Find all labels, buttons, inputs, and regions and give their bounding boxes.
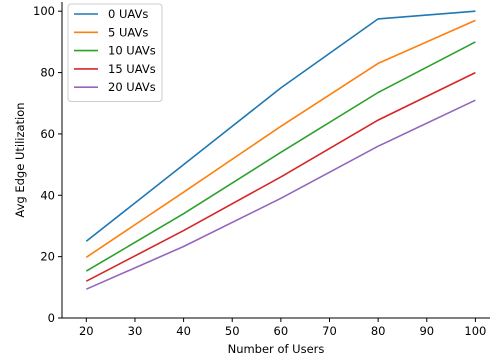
x-tick-label: 50 — [225, 324, 240, 338]
x-tick-label: 60 — [274, 324, 289, 338]
y-tick-label: 80 — [40, 66, 55, 80]
y-tick-label: 60 — [40, 127, 55, 141]
x-tick-label: 90 — [419, 324, 434, 338]
series-line-0-uavs — [85, 10, 476, 242]
legend-label: 10 UAVs — [108, 44, 156, 58]
y-axis-title: Avg Edge Utilization — [13, 102, 27, 217]
x-tick-label: 40 — [176, 324, 191, 338]
x-tick-label: 80 — [371, 324, 386, 338]
x-axis-title: Number of Users — [228, 342, 325, 356]
legend-frame — [67, 3, 163, 102]
y-tick-label: 20 — [40, 250, 55, 264]
series-line-10-uavs — [85, 41, 476, 272]
series-line-20-uavs — [85, 99, 476, 290]
legend-label: 0 UAVs — [108, 7, 148, 21]
y-tick-label: 0 — [48, 311, 55, 325]
series-line-5-uavs — [85, 19, 476, 258]
legend: 0 UAVs 5 UAVs 10 UAVs 15 UAVs 20 UAVs — [67, 3, 163, 102]
legend-label: 5 UAVs — [108, 25, 148, 39]
axes — [61, 2, 490, 319]
y-tick-label: 100 — [33, 4, 55, 18]
series-line-15-uavs — [85, 71, 476, 282]
legend-label: 15 UAVs — [108, 62, 156, 76]
x-tick-label: 70 — [322, 324, 337, 338]
x-tick-label: 20 — [79, 324, 94, 338]
ticks: 20 30 40 50 60 70 80 90 100 0 20 40 60 80 100 — [33, 4, 486, 338]
y-tick-label: 40 — [40, 188, 55, 202]
x-tick-label: 100 — [464, 324, 486, 338]
plot-area — [85, 10, 476, 290]
legend-label: 20 UAVs — [108, 80, 156, 94]
x-tick-label: 30 — [128, 324, 143, 338]
